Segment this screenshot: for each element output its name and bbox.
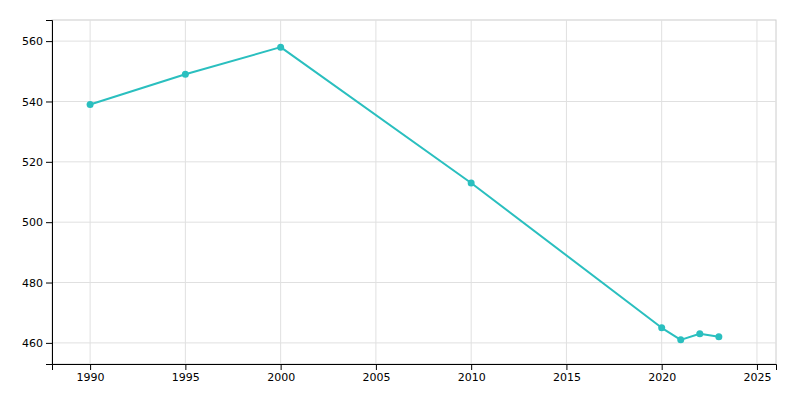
x-tick-mark (662, 364, 663, 370)
x-tick-label: 2025 (743, 371, 771, 384)
data-line (90, 47, 719, 340)
x-tick-mark (185, 364, 186, 370)
marks (87, 44, 723, 344)
x-tick-mark (376, 364, 377, 370)
data-point (182, 71, 189, 78)
y-axis: 460 480 500 520 540 560 (22, 21, 53, 365)
x-tick: 1995 (172, 364, 200, 384)
y-axis-line (46, 21, 53, 365)
x-tick-mark (281, 364, 282, 370)
x-tick-label: 2005 (362, 371, 390, 384)
y-tick: 500 (22, 216, 52, 229)
x-tick: 2005 (362, 364, 390, 384)
data-point (87, 101, 94, 108)
data-point (677, 336, 684, 343)
x-axis: 1990 1995 2000 2005 2010 2015 2020 2025 (53, 364, 777, 384)
y-tick: 480 (22, 277, 52, 290)
y-tick-mark (46, 222, 52, 223)
x-tick-label: 2020 (648, 371, 676, 384)
data-point (715, 333, 722, 340)
x-tick-mark (90, 364, 91, 370)
x-axis-line (53, 365, 777, 371)
y-tick: 460 (22, 337, 52, 350)
data-point (658, 324, 665, 331)
grid-line-y (52, 222, 776, 223)
grid-line-y (52, 161, 776, 162)
grid-line-x (756, 20, 757, 364)
grid-line-x (280, 20, 281, 364)
y-tick-label: 500 (22, 216, 43, 229)
grid (52, 20, 776, 364)
grid-line-y (52, 101, 776, 102)
data-point (277, 44, 284, 51)
grid-line-y (52, 342, 776, 343)
y-tick: 540 (22, 95, 52, 108)
data-point (696, 330, 703, 337)
x-tick-label: 1990 (77, 371, 105, 384)
y-tick: 520 (22, 156, 52, 169)
x-tick: 2015 (553, 364, 581, 384)
x-tick-mark (471, 364, 472, 370)
y-tick-mark (46, 101, 52, 102)
x-tick-mark (566, 364, 567, 370)
x-tick: 2020 (648, 364, 676, 384)
grid-line-x (471, 20, 472, 364)
y-tick-mark (46, 283, 52, 284)
grid-line-x (375, 20, 376, 364)
grid-line-x (90, 20, 91, 364)
plot: 1990 1995 2000 2005 2010 2015 2020 2025 460 480 50… (22, 20, 777, 384)
x-tick: 1990 (77, 364, 105, 384)
grid-line-x (661, 20, 662, 364)
grid-line-y (52, 282, 776, 283)
grid-line-x (566, 20, 567, 364)
x-tick: 2000 (267, 364, 295, 384)
grid-line-y (52, 41, 776, 42)
y-tick-label: 560 (22, 35, 43, 48)
y-tick-mark (46, 343, 52, 344)
data-point (468, 179, 475, 186)
x-tick: 2010 (458, 364, 486, 384)
x-tick-label: 2000 (267, 371, 295, 384)
x-tick-label: 2010 (458, 371, 486, 384)
y-tick-label: 480 (22, 277, 43, 290)
y-tick-label: 460 (22, 337, 43, 350)
y-tick-label: 540 (22, 95, 43, 108)
y-tick: 560 (22, 35, 52, 48)
x-tick-label: 1995 (172, 371, 200, 384)
y-tick-mark (46, 41, 52, 42)
chart-root: 1990 1995 2000 2005 2010 2015 2020 2025 460 480 50… (0, 0, 800, 400)
y-tick-mark (46, 162, 52, 163)
x-tick-mark (757, 364, 758, 370)
y-tick-label: 520 (22, 156, 43, 169)
plot-frame (52, 20, 776, 364)
x-tick: 2025 (743, 364, 771, 384)
x-tick-label: 2015 (553, 371, 581, 384)
